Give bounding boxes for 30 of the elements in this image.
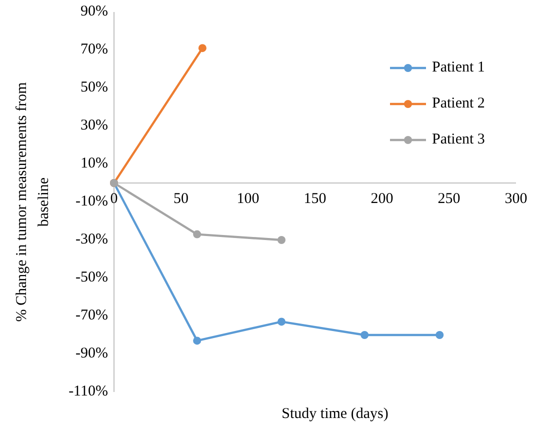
x-tick-label: 200	[370, 191, 394, 207]
point	[278, 236, 286, 244]
point	[193, 336, 202, 345]
y-tick-label: -10%	[76, 193, 108, 210]
y-axis-title: % Change in tumor measurements from baseline	[14, 82, 52, 322]
x-axis-title: Study time (days)	[282, 406, 388, 422]
x-tick-label: 0	[110, 191, 118, 207]
x-tick-label: 250	[438, 191, 460, 207]
y-tick-label: 70%	[80, 41, 108, 58]
legend-label: Patient 1	[432, 59, 485, 76]
y-tick-label: -70%	[76, 307, 108, 324]
y-tick-label: 30%	[80, 117, 108, 134]
y-tick-label: -110%	[68, 383, 108, 400]
point	[360, 331, 369, 339]
legend-label: Patient 2	[432, 95, 485, 112]
y-tick-label: 50%	[80, 79, 108, 96]
x-tick-label: 100	[236, 191, 260, 207]
y-tick-label: 10%	[80, 155, 108, 172]
y-tick-label: 90%	[80, 3, 108, 20]
point	[436, 331, 444, 339]
x-tick-label: 300	[504, 191, 528, 207]
legend-label: Patient 3	[432, 131, 485, 148]
point	[278, 318, 286, 326]
y-tick-label: -50%	[76, 269, 108, 286]
y-tick-label: -90%	[76, 345, 108, 362]
x-tick-label: 50	[174, 191, 188, 207]
point	[198, 44, 206, 52]
y-tick-label: -30%	[76, 231, 108, 248]
point	[193, 230, 202, 238]
x-tick-label: 150	[304, 191, 326, 207]
